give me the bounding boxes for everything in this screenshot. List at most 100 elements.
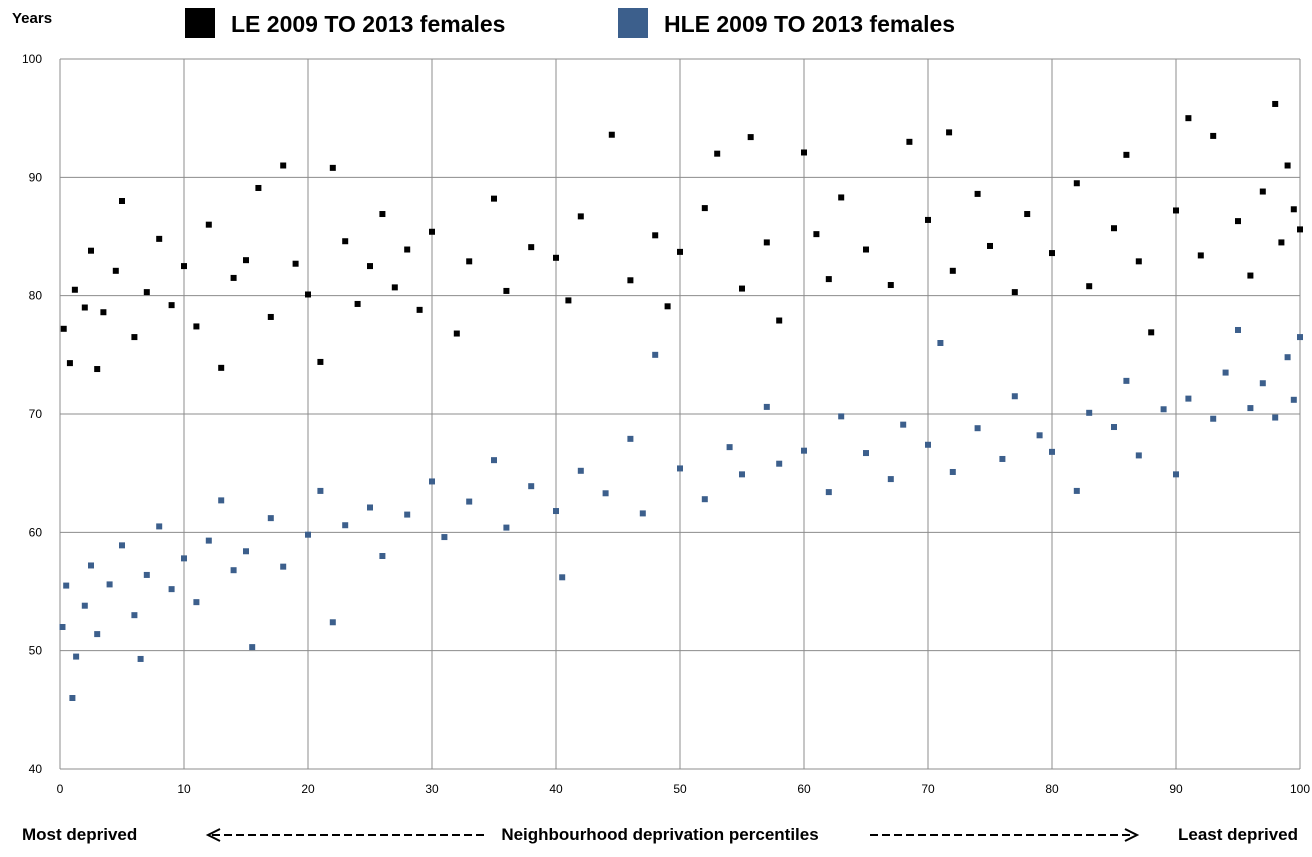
y-tick-label: 40 [29, 762, 43, 776]
point [230, 567, 237, 574]
point [317, 487, 324, 494]
point [503, 524, 510, 531]
point [1123, 151, 1130, 158]
point [429, 478, 435, 485]
point [925, 216, 931, 223]
point [1111, 225, 1117, 232]
point [416, 306, 423, 313]
y-tick-label: 60 [29, 525, 43, 539]
point [1011, 289, 1018, 296]
point [1073, 180, 1080, 187]
point [218, 497, 225, 504]
point [112, 267, 119, 274]
point [88, 247, 94, 254]
y-tick-label: 50 [29, 644, 43, 658]
point [267, 515, 274, 522]
point [825, 489, 832, 496]
point [60, 325, 67, 332]
point [949, 468, 956, 475]
point [528, 483, 535, 490]
legend-label: HLE 2009 TO 2013 females [664, 11, 955, 37]
point [280, 563, 287, 570]
point [1135, 452, 1142, 459]
point [838, 413, 845, 420]
point [863, 246, 869, 253]
point [1290, 396, 1297, 403]
point [255, 184, 262, 191]
point [218, 364, 225, 371]
x-left-label: Most deprived [22, 825, 137, 844]
point [243, 257, 249, 264]
x-tick-label: 80 [1045, 782, 1059, 796]
point [119, 542, 125, 549]
legend-label: LE 2009 TO 2013 females [231, 11, 505, 37]
point [1272, 414, 1279, 421]
point [1247, 272, 1254, 279]
point [863, 450, 869, 457]
point [466, 498, 473, 505]
point [1173, 207, 1179, 214]
point [577, 467, 584, 474]
legend-marker [618, 8, 648, 38]
point [664, 303, 671, 310]
point [949, 267, 956, 274]
point [677, 248, 683, 255]
point [1173, 471, 1179, 478]
point [342, 238, 349, 245]
point [1222, 369, 1229, 376]
point [739, 285, 745, 292]
point [205, 537, 212, 544]
point [491, 457, 497, 464]
x-tick-label: 20 [301, 782, 315, 796]
point [1073, 487, 1080, 494]
point [925, 441, 931, 448]
point [429, 228, 435, 235]
point [1259, 380, 1266, 387]
x-axis-label: Neighbourhood deprivation percentiles [501, 825, 818, 844]
point [156, 235, 163, 242]
point [1111, 424, 1117, 431]
point [1235, 218, 1241, 225]
point [379, 211, 386, 218]
point [747, 134, 754, 141]
point [937, 340, 944, 346]
point [974, 425, 981, 432]
point [763, 403, 770, 410]
point [1049, 448, 1055, 455]
point [391, 284, 398, 291]
point [367, 263, 373, 270]
point [906, 138, 913, 145]
x-tick-label: 90 [1169, 782, 1183, 796]
point [181, 555, 187, 562]
point [193, 599, 200, 606]
point [1160, 406, 1167, 413]
point [652, 232, 659, 239]
point [801, 149, 807, 156]
point [602, 490, 609, 497]
point [1297, 334, 1303, 341]
y-tick-label: 100 [22, 52, 42, 66]
point [714, 150, 721, 157]
point [94, 366, 101, 373]
point [1272, 100, 1279, 107]
point [280, 162, 287, 169]
point [608, 131, 615, 138]
point [453, 330, 460, 337]
point [81, 602, 88, 609]
x-tick-label: 50 [673, 782, 687, 796]
point [1290, 206, 1297, 213]
x-tick-label: 0 [57, 782, 64, 796]
point [94, 631, 101, 638]
point [553, 254, 559, 261]
y-axis-label: Years [12, 10, 52, 27]
point [205, 221, 212, 228]
point [71, 286, 78, 293]
point [503, 287, 510, 294]
point [813, 231, 820, 238]
x-tick-label: 70 [921, 782, 935, 796]
point [267, 313, 274, 320]
point [88, 562, 94, 569]
point [1049, 250, 1055, 257]
point [639, 510, 646, 517]
